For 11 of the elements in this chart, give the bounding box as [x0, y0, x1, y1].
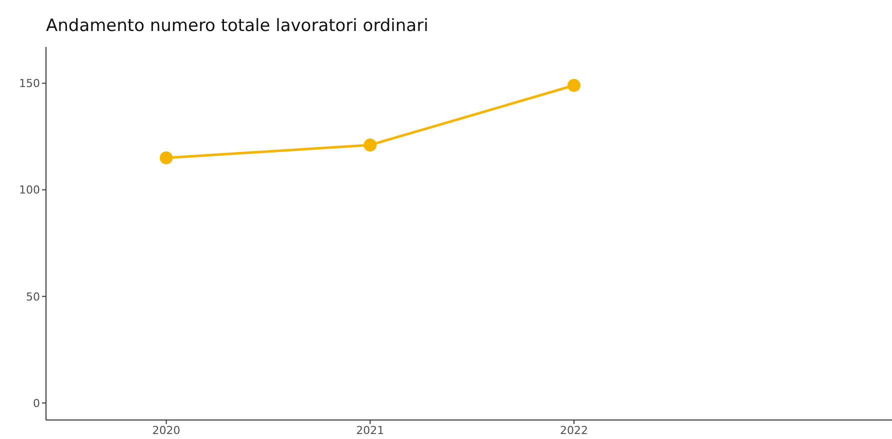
y-tick-label: 100: [19, 184, 40, 197]
x-tick-label: 2021: [356, 424, 384, 437]
point: [364, 138, 377, 152]
y-tick-label: 0: [33, 396, 40, 410]
y-tick-label: 150: [19, 77, 40, 90]
point: [567, 78, 580, 92]
x-tick-label: 2022: [560, 424, 588, 437]
y-tick-label: 50: [26, 290, 40, 304]
chart-title: Andamento numero totale lavoratori ordinari: [46, 16, 428, 36]
x-tick-label: 2020: [152, 424, 180, 437]
point: [160, 151, 173, 164]
